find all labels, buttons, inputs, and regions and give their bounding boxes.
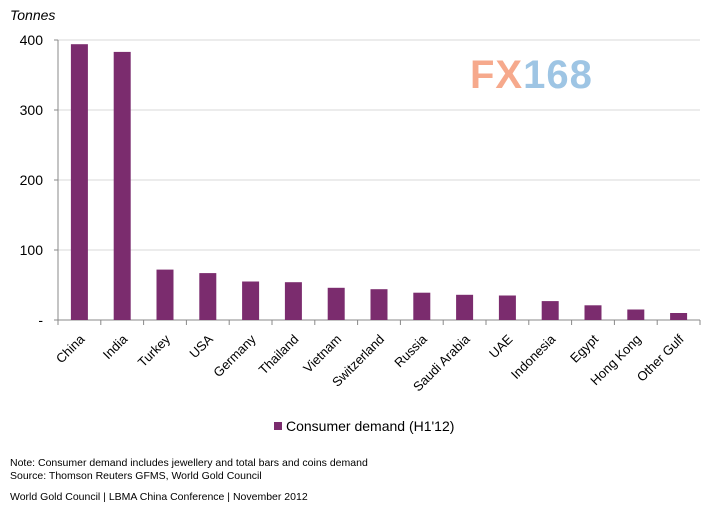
bar-egypt [584, 305, 602, 320]
bar-switzerland [370, 289, 388, 320]
chart-note: Note: Consumer demand includes jewellery… [10, 457, 368, 469]
bar-uae [498, 295, 516, 320]
bar-series [70, 44, 688, 321]
legend-label: Consumer demand (H1'12) [286, 418, 454, 434]
x-axis-category-labels: China India Turkey USAGermanyThailandVietna… [53, 331, 687, 394]
x-category-label: Other Gulf [634, 331, 687, 384]
y-tick-label: 400 [20, 32, 44, 48]
x-category-label: USA [186, 331, 216, 361]
y-tick-label: 100 [20, 242, 44, 258]
y-axis-ticks: - 100 200 300 400 [20, 32, 58, 328]
y-tick-label: 200 [20, 172, 44, 188]
bar-indonesia [541, 301, 559, 320]
x-category-label: Indonesia [508, 331, 559, 382]
bar-germany [242, 281, 260, 320]
fx168-watermark-logo: FX168 [470, 53, 593, 97]
y-tick-label: 300 [20, 102, 44, 118]
x-category-label: UAE [486, 331, 516, 361]
bar-hong-kong [627, 309, 645, 320]
bar-vietnam [327, 287, 345, 320]
x-category-label: Thailand [256, 332, 302, 378]
bar-china [70, 44, 88, 320]
bar-other-gulf [670, 313, 688, 320]
bar-saudi-arabia [456, 294, 474, 320]
y-axis-unit-label: Tonnes [10, 7, 55, 23]
bar-turkey [156, 269, 174, 320]
chart-source: Source: Thomson Reuters GFMS, World Gold… [10, 470, 262, 482]
x-category-label: India [100, 331, 131, 362]
y-tick-label: - [38, 312, 43, 328]
bar-india [113, 51, 131, 321]
bar-russia [413, 292, 431, 320]
bar-usa [199, 273, 217, 320]
x-category-label: Russia [391, 331, 430, 370]
chart-footer: World Gold Council | LBMA China Conferen… [10, 491, 308, 503]
x-category-label: China [53, 331, 88, 366]
x-category-label: Germany [210, 331, 259, 380]
legend: Consumer demand (H1'12) [274, 418, 454, 434]
legend-swatch [274, 422, 282, 430]
x-category-label: Egypt [567, 331, 601, 365]
gridlines [58, 39, 700, 251]
bar-thailand [284, 282, 302, 320]
x-axis-tick-marks [57, 320, 701, 325]
x-category-label: Turkey [135, 331, 174, 370]
